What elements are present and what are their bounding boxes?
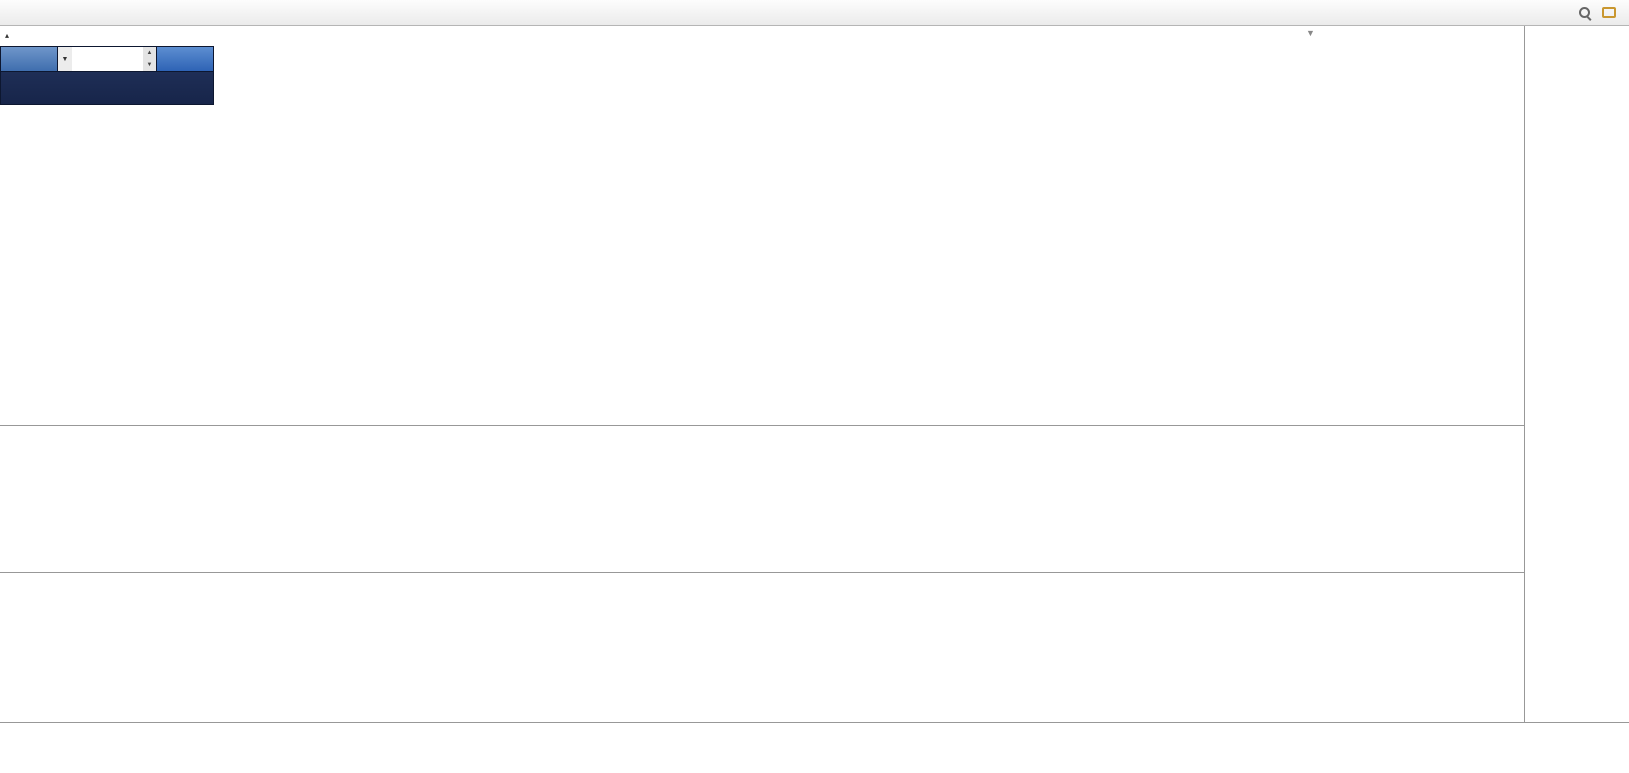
macd-panel[interactable] [0, 425, 1524, 572]
sell-price[interactable] [9, 75, 11, 77]
lot-decrease-icon[interactable]: ▼ [146, 62, 153, 68]
search-icon[interactable] [1578, 6, 1592, 20]
time-axis[interactable] [0, 722, 1629, 741]
lot-dropdown-caret-icon[interactable]: ▼ [57, 47, 72, 71]
candlestick-chart[interactable] [0, 26, 1524, 425]
collapse-arrow-icon[interactable]: ▴ [5, 31, 10, 40]
one-click-trading-panel: ▼ ▲ ▼ [0, 46, 214, 105]
macd-chart[interactable] [0, 426, 1524, 572]
rsi-panel[interactable] [0, 572, 1524, 722]
symbol-info: ▴ [5, 31, 44, 40]
buy-button[interactable] [157, 47, 213, 71]
price-axis[interactable] [1524, 26, 1629, 741]
alerts-icon[interactable] [1602, 7, 1616, 18]
lot-size-input[interactable] [72, 47, 143, 71]
rsi-chart[interactable] [0, 573, 1524, 722]
lot-stepper[interactable]: ▲ ▼ [143, 47, 157, 71]
sell-button[interactable] [1, 47, 57, 71]
lot-increase-icon[interactable]: ▲ [146, 50, 153, 56]
toolbar-right-group [1578, 6, 1624, 20]
main-toolbar [0, 0, 1629, 26]
chart-area[interactable]: ▴ ▼ ▲ ▼ [0, 26, 1524, 425]
buy-price[interactable] [203, 75, 205, 77]
chart-shift-marker-icon[interactable]: ▼ [1306, 28, 1315, 38]
